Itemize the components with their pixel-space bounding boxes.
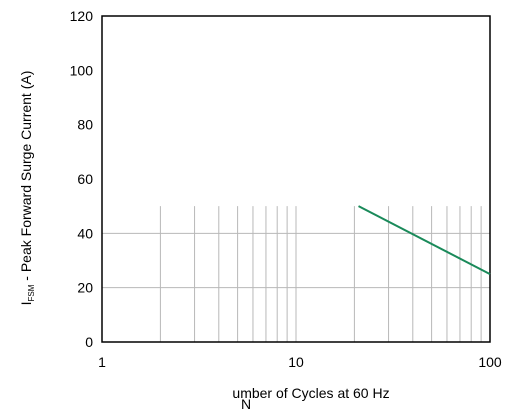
plot-frame (101, 15, 491, 343)
y-tick-label: 20 (77, 280, 93, 296)
x-tick-labels: 1 10 100 (98, 354, 502, 370)
x-axis-label-overlap: N (241, 396, 251, 409)
series-group (358, 205, 491, 275)
y-tick-labels: 0 20 40 60 80 100 120 (70, 8, 94, 350)
y-tick-label: 100 (70, 62, 94, 78)
x-tick-label: 10 (288, 354, 304, 370)
y-tick-label: 0 (85, 334, 93, 350)
y-axis-label-subscript: FSM (27, 284, 36, 301)
series-line (358, 205, 491, 275)
x-axis-label: umber of Cycles at 60 Hz (232, 385, 389, 401)
y-axis-label-main: I (18, 301, 34, 305)
y-tick-label: 40 (77, 225, 93, 241)
y-axis-label: IFSM - Peak Forward Surge Current (A) (18, 71, 36, 306)
x-tick-label: 1 (98, 354, 106, 370)
x-tick-label: 100 (478, 354, 502, 370)
y-tick-label: 60 (77, 171, 93, 187)
y-axis-label-rest: - Peak Forward Surge Current (A) (18, 71, 34, 285)
grid (102, 206, 490, 342)
y-tick-label: 80 (77, 117, 93, 133)
y-tick-label: 120 (70, 8, 94, 24)
